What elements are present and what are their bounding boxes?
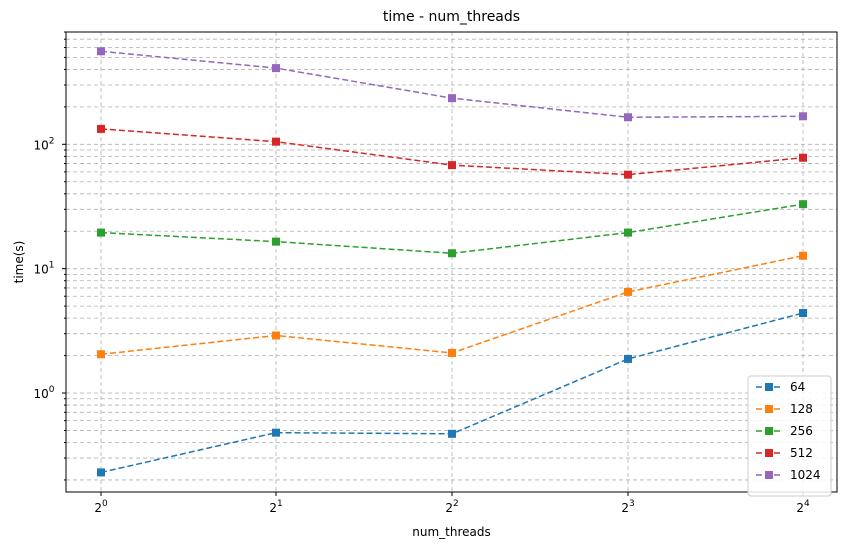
data-point [272,64,280,73]
data-point [97,47,105,56]
data-point [624,113,632,122]
legend-label: 64 [790,380,805,394]
data-point [624,228,632,237]
legend-marker [765,383,773,391]
series-512 [97,124,807,179]
x-tick-label: 21 [269,499,282,515]
legend-label: 256 [790,424,813,438]
legend-label: 512 [790,446,813,460]
data-point [272,331,280,340]
data-point [97,124,105,133]
data-point [97,468,105,477]
y-axis-label: time(s) [12,241,26,284]
data-point [624,354,632,363]
x-axis-label: num_threads [412,525,491,539]
data-point [448,348,456,357]
legend-entry-1024: 1024 [756,468,821,482]
legend-entry-512: 512 [756,446,813,460]
data-point [799,309,807,318]
data-point [624,170,632,179]
y-tick-label: 100 [33,385,54,401]
data-point [799,251,807,260]
data-point [799,200,807,209]
data-point [624,287,632,296]
data-point [799,112,807,121]
x-tick-label: 20 [94,499,108,515]
x-tick-label: 22 [445,499,458,515]
x-tick-label: 24 [796,499,810,515]
data-point [799,153,807,162]
series-128 [97,251,807,359]
series-64 [97,309,807,477]
legend-entry-64: 64 [756,380,805,394]
legend-marker [765,449,773,457]
legend-label: 1024 [790,468,821,482]
legend-entry-128: 128 [756,402,813,416]
data-point [97,228,105,237]
data-point [272,428,280,437]
data-point [448,161,456,170]
legend: 64 128 256 512 1024 [747,375,832,497]
legend-entry-256: 256 [756,424,813,438]
legend-marker [765,427,773,435]
y-tick-label: 101 [33,261,54,277]
data-point [272,137,280,146]
data-point [272,237,280,246]
data-point [448,429,456,438]
data-point [448,249,456,258]
y-tick-label: 102 [33,136,54,152]
series-layer [97,47,807,477]
legend-label: 128 [790,402,813,416]
series-256 [97,200,807,258]
legend-marker [765,471,773,479]
data-point [448,94,456,103]
data-point [97,350,105,359]
grid-lines [66,31,837,492]
chart-title: time - num_threads [383,9,520,25]
axis-ticks: 20 21 22 23 24 100 101 102 [33,31,810,515]
series-1024 [97,47,807,122]
legend-marker [765,405,773,413]
x-tick-label: 23 [621,499,634,515]
